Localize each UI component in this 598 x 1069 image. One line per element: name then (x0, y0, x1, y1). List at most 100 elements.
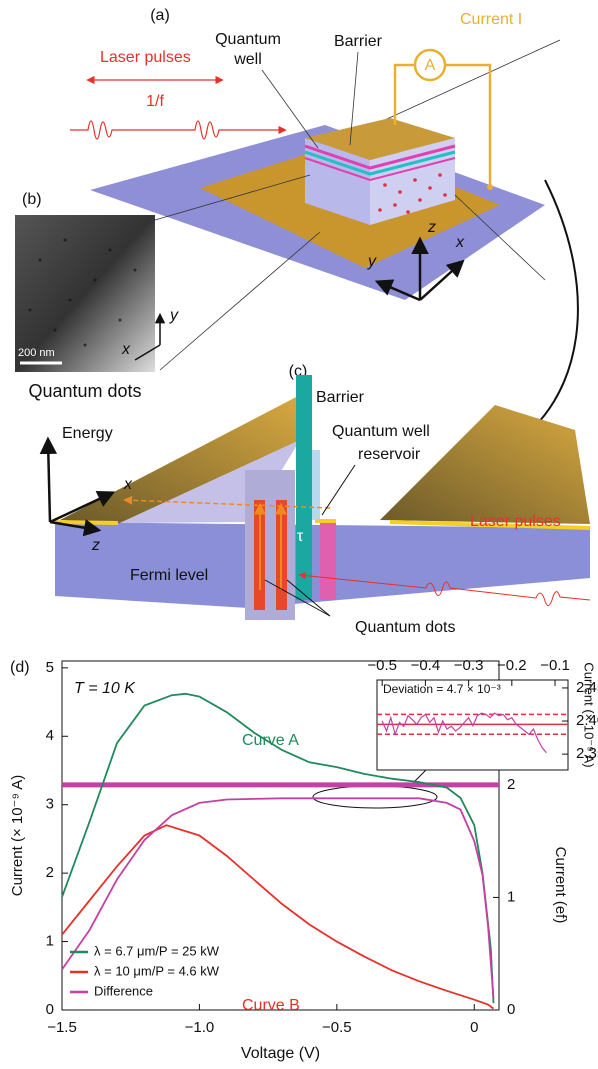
zoom-line (159, 231, 321, 371)
x-axis-label: Voltage (V) (241, 1045, 320, 1062)
contact (487, 184, 493, 190)
x-tick-label: −0.2 (497, 657, 527, 674)
leader (321, 464, 356, 516)
legend-label: λ = 6.7 μm/P = 25 kW (94, 943, 220, 958)
caption: Quantum dots (28, 381, 141, 401)
dot-slab (245, 470, 295, 620)
y-axis-label: Current (× 10⁻⁹ A) (9, 775, 26, 896)
y2-axis-label: Current (ef) (552, 847, 569, 924)
reservoir-wedge (380, 405, 590, 524)
x-tick-label: 0 (470, 1019, 478, 1036)
axis-label: z (91, 537, 100, 554)
ammeter-label: A (425, 57, 436, 74)
y2-tick-label: 1 (507, 888, 515, 905)
legend-label: λ = 10 μm/P = 4.6 kW (94, 963, 220, 978)
panel-label: (a) (150, 7, 170, 24)
energy-label: Energy (62, 425, 113, 442)
quantum-well-layer (304, 157, 456, 182)
annotation: Curve A (242, 732, 299, 749)
axis-label: y (367, 253, 377, 270)
annotation: Curve B (242, 997, 300, 1014)
inset-title: Deviation = 4.7 × 10⁻³ (383, 682, 501, 696)
panel-b: (b) 200 nm y x Quantum dots (15, 191, 179, 401)
quantum-well (320, 520, 336, 600)
device-right-face (370, 138, 455, 225)
axis-label: y (169, 307, 179, 324)
y-tick-label: 4 (46, 727, 54, 744)
leader (286, 579, 331, 617)
y2-tick-label: 0 (507, 1001, 515, 1018)
x-tick-label: −1.0 (185, 1019, 215, 1036)
y-tick-label: 0 (46, 1001, 54, 1018)
panel-a: A (a) Current I Quantum well Barrier Las… (70, 7, 561, 371)
x-tick-label: −0.3 (454, 657, 484, 674)
barrier (296, 375, 312, 600)
y-tick-label: 2 (46, 864, 54, 881)
y-axis-label: Current (× 10⁻⁹ A) (582, 662, 597, 767)
quantum-well-layer (304, 144, 456, 170)
axes-a (374, 236, 465, 302)
tem-dots (28, 238, 137, 347)
quantum-dots (378, 173, 447, 214)
plot-frame (61, 660, 500, 1011)
x-tick-label: −0.1 (540, 657, 570, 674)
charts: −1.5 −1.0 −0.5 0 0 1 2 3 4 5 0 1 2 Voltage (V) Current… (9, 657, 598, 1062)
quantum-well-label: Quantum (215, 31, 281, 48)
reservoir-label: Quantum well (332, 423, 430, 440)
wire (393, 63, 415, 125)
y2-tick-label: 2 (507, 776, 515, 793)
wire (445, 63, 492, 185)
zoom-line (454, 194, 546, 281)
device-left-face (305, 138, 370, 225)
axis-label: x (121, 341, 131, 358)
axes-c (39, 436, 116, 537)
leader (349, 51, 359, 146)
panel-label: (d) (10, 659, 30, 676)
series-line (381, 712, 547, 754)
energy-wedge (60, 395, 300, 523)
y-tick-label: 2.45 (576, 679, 598, 696)
ammeter (413, 48, 447, 82)
highlight-ellipse (312, 785, 438, 809)
quantum-well-label: well (233, 51, 262, 68)
laser-pulse (70, 120, 287, 140)
barrier-label: Barrier (316, 389, 365, 406)
panel-label: (b) (22, 191, 42, 208)
axes-b (134, 312, 166, 361)
legend-label: Difference (94, 983, 153, 998)
axis-label: x (455, 234, 465, 251)
x-tick-label: −0.5 (367, 657, 397, 674)
panel-c: (c) Energy x z τ Barrier Quantum well re… (39, 363, 591, 636)
dots-label: Quantum dots (355, 619, 456, 636)
zoom-line (154, 174, 311, 221)
barrier-layer (304, 150, 456, 176)
fermi-label: Fermi level (130, 567, 208, 584)
laser-label: Laser pulses (100, 49, 191, 66)
leader (264, 579, 331, 617)
axis-label: z (427, 219, 436, 236)
y-tick-label: 1 (46, 933, 54, 950)
y-tick-label: 2.35 (576, 745, 598, 762)
y-tick-label: 2.40 (576, 712, 598, 729)
annotation: T = 10 K (74, 680, 136, 697)
tau-label: τ (297, 528, 304, 545)
series-line (61, 797, 495, 999)
current-label: Current I (460, 11, 522, 28)
laser-pulse (298, 572, 591, 606)
reservoir-level (312, 450, 320, 520)
x-tick-label: −0.4 (411, 657, 441, 674)
scale-label: 200 nm (18, 347, 55, 359)
axis-label: x (123, 476, 133, 493)
reservoir-label: reservoir (358, 446, 421, 463)
barrier-label: Barrier (334, 33, 383, 50)
series-line (61, 824, 495, 1010)
laser-label: Laser pulses (470, 513, 561, 530)
leader (261, 69, 319, 149)
y-tick-label: 5 (46, 659, 54, 676)
series-line (61, 692, 495, 1004)
device-top (305, 118, 455, 160)
x-tick-label: −0.5 (322, 1019, 352, 1036)
tunnel-path (123, 495, 331, 509)
period-label: 1/f (146, 93, 164, 110)
